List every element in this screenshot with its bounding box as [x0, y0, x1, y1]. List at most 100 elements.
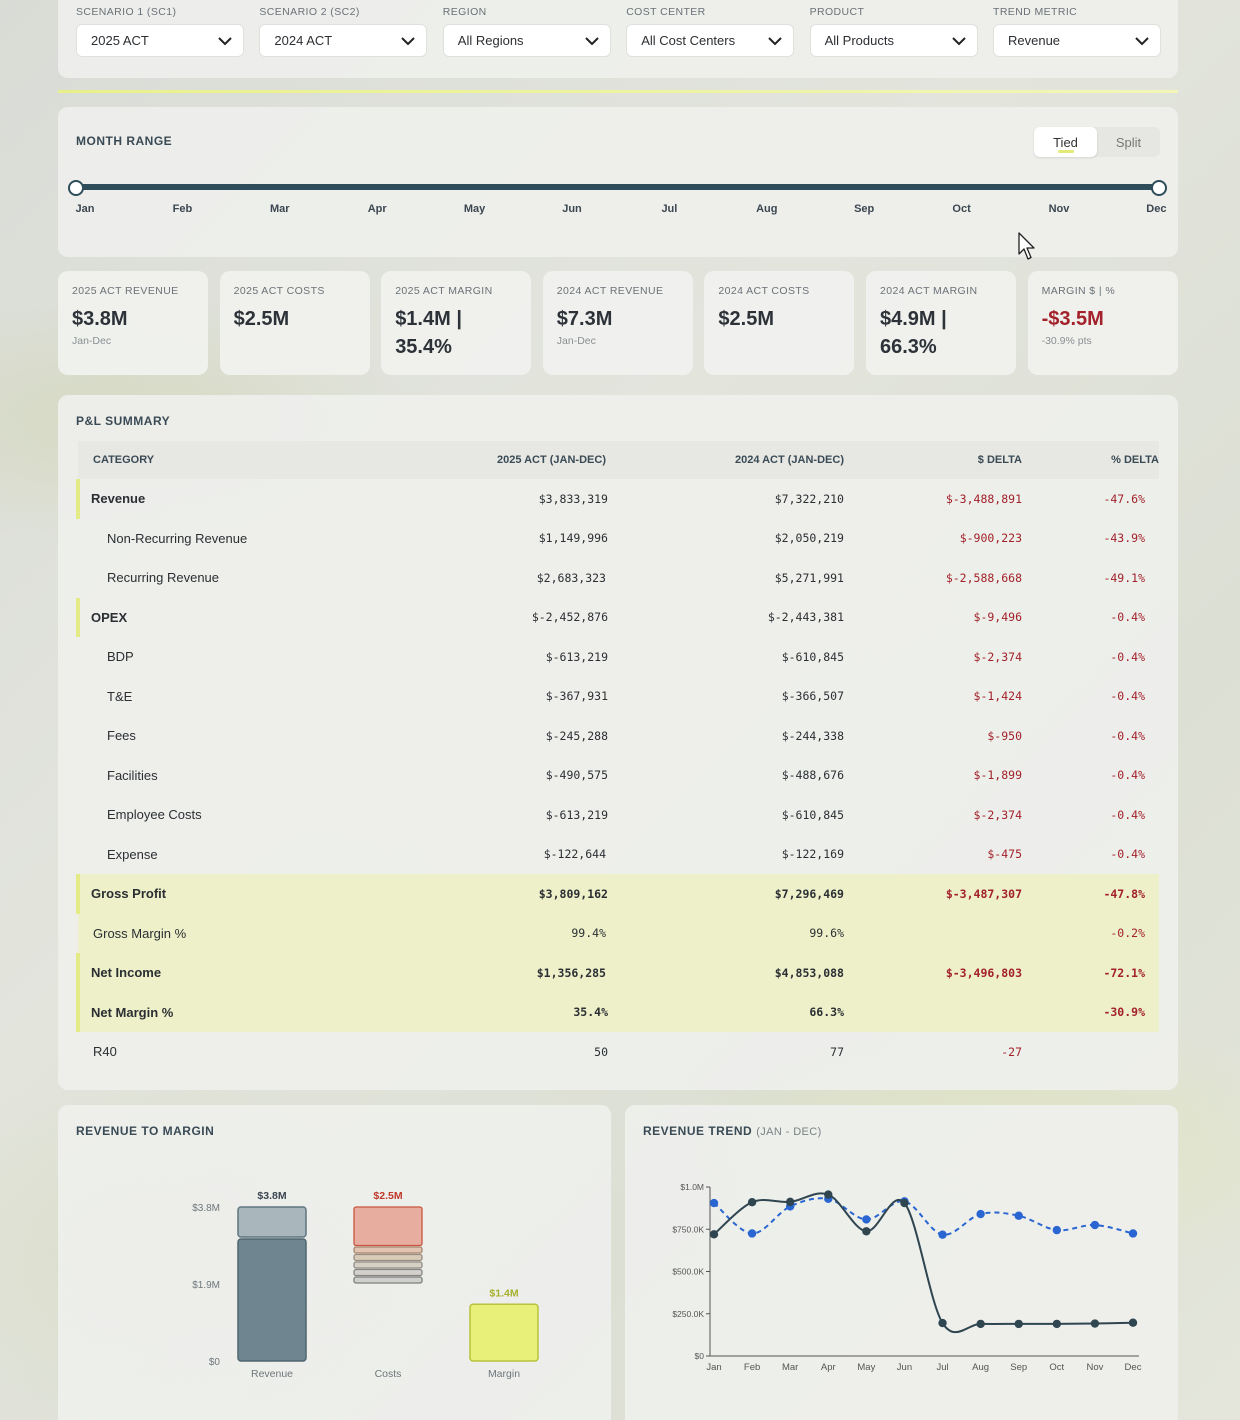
trend-point-1 [976, 1209, 985, 1219]
cell-sc1: $-613,219 [545, 649, 608, 664]
cell-category: BDP [107, 649, 134, 665]
x-tick-label: Mar [782, 1362, 798, 1373]
bar-revenue-cap [237, 1206, 307, 1238]
bar-cost-segment [353, 1268, 423, 1277]
table-row: Gross Margin % 99.4% 99.6% -0.2% [78, 913, 1159, 953]
cell-sc2: $-610,845 [781, 807, 844, 822]
kpi-sub: Jan-Dec [556, 335, 596, 347]
cell-pct-delta [1022, 1032, 1159, 1072]
filter-value: 2024 ACT [274, 33, 333, 48]
filter-label: SCENARIO 1 (SC1) [76, 6, 177, 18]
bar-revenue [237, 1238, 307, 1362]
bar-cost-segment [353, 1276, 423, 1284]
filter-select[interactable]: 2024 ACT [259, 24, 428, 57]
table-row: Net Margin % 35.4% 66.3% -30.9% [76, 992, 1159, 1032]
kpi-label: 2024 ACT REVENUE [556, 285, 664, 297]
filter-label: REGION [442, 6, 487, 18]
filter-value: 2025 ACT [91, 33, 149, 48]
revenue-trend-chart: $0 $250.0K $500.0K $750.0K $1.0M Jan Feb Mar Apr… [672, 1182, 1141, 1373]
kpi-card: 2024 ACT COSTS $2.5M [704, 271, 855, 375]
cell-pct-delta: -0.4% [1110, 807, 1145, 822]
cell-delta: $-1,899 [973, 768, 1022, 783]
month-label: Jul [661, 203, 678, 215]
filter-label: TREND METRIC [993, 6, 1078, 18]
trend-series-line-0 [713, 1192, 1134, 1334]
filter-select[interactable]: All Cost Centers [626, 24, 795, 57]
trend-point-0 [1014, 1319, 1023, 1329]
col-header-delta[interactable]: $ DELTA [844, 441, 1022, 479]
filter-select[interactable]: Revenue [993, 24, 1161, 57]
filter-select[interactable]: 2025 ACT [76, 24, 244, 57]
col-header-sc2[interactable]: 2024 ACT (JAN-DEC) [608, 441, 844, 479]
cell-sc1: $1,356,285 [358, 953, 608, 993]
cell-pct-delta: -0.4% [1110, 649, 1145, 664]
cell-sc2: $-366,507 [781, 689, 844, 704]
x-tick-label: Jul [936, 1362, 948, 1373]
y-tick-label: $1.9M [192, 1280, 220, 1291]
cell-pct-delta: -0.4% [1110, 728, 1145, 743]
table-row: R40 50 77 -27 [78, 1032, 1159, 1072]
revenue-trend-title: REVENUE TREND (JAN - DEC) [643, 1124, 822, 1138]
trend-point-1 [1014, 1211, 1023, 1220]
cell-category: Employee Costs [107, 807, 202, 823]
y-tick-label: $0 [209, 1357, 221, 1368]
cell-category: Gross Profit [76, 874, 358, 914]
cell-pct-delta: -0.4% [1110, 768, 1145, 783]
toggle-tied[interactable]: Tied [1034, 127, 1097, 157]
col-header-sc1[interactable]: 2025 ACT (JAN-DEC) [358, 441, 608, 479]
cell-category: R40 [93, 1044, 117, 1060]
month-label: May [463, 203, 486, 215]
kpi-label: 2025 ACT MARGIN [395, 285, 493, 297]
range-start-handle[interactable] [68, 180, 84, 196]
revenue-trend-subtitle: (JAN - DEC) [756, 1126, 822, 1138]
cell-category: Revenue [76, 479, 358, 519]
x-tick-label: May [857, 1362, 875, 1373]
cell-sc1: $3,833,319 [538, 491, 608, 506]
cell-sc2: $-2,443,381 [767, 610, 844, 625]
pl-summary-panel: P&L SUMMARY CATEGORY 2025 ACT (JAN-DEC) … [58, 395, 1178, 1090]
month-range-panel: MONTH RANGE Tied Split Jan Feb Mar Apr May Ju… [58, 107, 1178, 257]
cell-pct-delta: -47.8% [1022, 874, 1159, 914]
chevron-down-icon [218, 36, 232, 45]
cell-category: Expense [107, 846, 158, 862]
cell-sc2: 77 [830, 1044, 844, 1059]
kpi-label: 2024 ACT COSTS [718, 285, 810, 297]
kpi-value: $1.4M | 35.4% [395, 308, 462, 358]
filter-4: PRODUCT All Products [809, 6, 978, 57]
cell-delta: $-2,374 [973, 807, 1022, 822]
toggle-split[interactable]: Split [1115, 134, 1142, 150]
kpi-label: 2024 ACT MARGIN [880, 285, 978, 297]
bar-value-label: $3.8M [257, 1190, 286, 1202]
bar-margin [469, 1303, 539, 1362]
x-tick-label: Aug [972, 1362, 989, 1373]
pl-summary-title: P&L SUMMARY [76, 414, 171, 428]
accent-divider [58, 90, 1178, 93]
cell-pct-delta: -72.1% [1022, 953, 1159, 993]
range-end-handle[interactable] [1151, 180, 1167, 196]
tied-split-toggle[interactable]: Tied Split [1034, 127, 1160, 157]
filter-select[interactable]: All Regions [442, 24, 611, 57]
y-tick-label: $1.0M [680, 1182, 704, 1192]
cell-sc1: $2,683,323 [536, 570, 606, 585]
x-category-label: Costs [375, 1368, 402, 1380]
col-header-pct-delta[interactable]: % DELTA [1022, 441, 1159, 479]
cell-sc2: $4,853,088 [608, 953, 844, 993]
cell-category: Facilities [107, 767, 158, 783]
month-range-track[interactable] [76, 184, 1159, 190]
filter-value: Revenue [1008, 33, 1061, 48]
trend-series-line-1 [713, 1197, 1134, 1236]
cell-sc1: $-490,575 [545, 768, 608, 783]
month-label: Jan [75, 203, 95, 215]
cell-sc1: $-367,931 [545, 689, 608, 704]
cell-delta: $-1,424 [973, 689, 1022, 704]
filter-select[interactable]: All Products [809, 24, 978, 57]
x-tick-label: Sep [1010, 1362, 1027, 1373]
filter-bar: SCENARIO 1 (SC1) 2025 ACT SCENARIO 2 (SC… [58, 0, 1178, 78]
trend-point-1 [709, 1198, 719, 1208]
col-header-category[interactable]: CATEGORY [78, 441, 358, 479]
kpi-value: $2.5M [718, 308, 774, 330]
x-tick-label: Nov [1086, 1362, 1103, 1373]
cell-sc2: $2,050,219 [774, 531, 844, 546]
chevron-down-icon [951, 36, 966, 45]
table-row: Employee Costs $-613,219 $-610,845 $-2,3… [78, 795, 1159, 835]
